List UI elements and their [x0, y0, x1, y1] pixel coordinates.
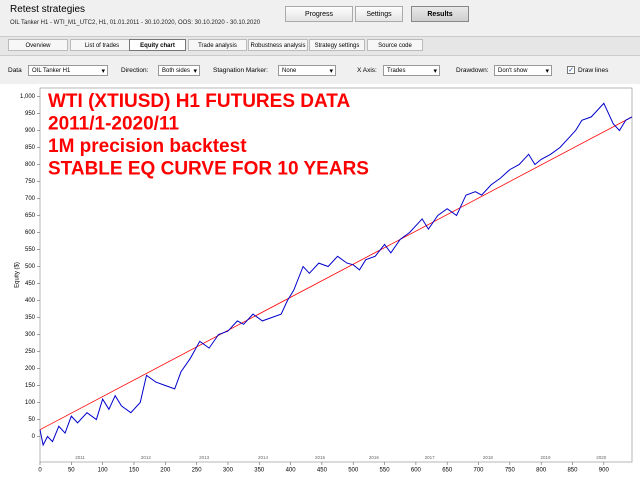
control-label: X Axis:: [357, 67, 377, 74]
annotation: STABLE EQ CURVE FOR 10 YEARS: [48, 159, 369, 180]
equity-line: [39, 102, 633, 447]
y-tick-label: 400: [25, 298, 36, 304]
x-tick-label: 900: [599, 468, 610, 474]
top-button[interactable]: Settings: [355, 6, 403, 22]
y-tick-label: 450: [25, 281, 36, 287]
x-tick-label: 200: [160, 468, 171, 474]
tab[interactable]: Robustness analysis: [248, 39, 308, 51]
top-button[interactable]: Progress: [285, 6, 353, 22]
tab[interactable]: Equity chart: [129, 39, 186, 51]
y-tick-label: 750: [25, 179, 36, 185]
x-tick-label: 700: [474, 468, 485, 474]
x-tick-label: 250: [192, 468, 203, 474]
x-tick-label: 0: [38, 468, 42, 474]
y-tick-label: 500: [25, 264, 36, 270]
x-tick-label: 850: [567, 468, 578, 474]
control-label: Data: [8, 67, 22, 74]
y-tick-label: 700: [25, 196, 36, 202]
annotation: WTI (XTIUSD) H1 FUTURES DATA: [48, 91, 350, 112]
dropdown[interactable]: Trades: [383, 65, 440, 77]
y-axis-label: Equity ($): [15, 262, 21, 288]
y-tick-label: 250: [25, 349, 36, 355]
x-tick-label: 350: [254, 468, 265, 474]
y-tick-label: 0: [32, 434, 36, 440]
x-tick-label: 100: [98, 468, 109, 474]
y-tick-label: 650: [25, 213, 36, 219]
x-tick-label: 750: [505, 468, 516, 474]
year-label: 2018: [483, 455, 494, 460]
x-tick-label: 600: [411, 468, 422, 474]
equity-chart: 0501001502002503003504004505005506006507…: [0, 84, 640, 480]
control-label: Direction:: [121, 67, 149, 74]
dropdown[interactable]: OIL Tanker H1: [28, 65, 108, 77]
y-tick-label: 100: [25, 400, 36, 406]
equity-line: [39, 116, 633, 431]
y-tick-label: 50: [28, 417, 35, 423]
y-tick-label: 600: [25, 230, 36, 236]
window-title: Retest strategies: [10, 4, 86, 15]
dropdown[interactable]: Don't show: [494, 65, 552, 77]
x-tick-label: 400: [286, 468, 297, 474]
y-tick-label: 300: [25, 332, 36, 338]
year-label: 2015: [315, 455, 326, 460]
year-label: 2013: [199, 455, 210, 460]
checkbox-label: Draw lines: [578, 67, 609, 74]
y-tick-label: 200: [25, 366, 36, 372]
y-tick-label: 950: [25, 111, 36, 117]
y-tick-label: 850: [25, 145, 36, 151]
y-tick-label: 1,000: [20, 94, 36, 100]
y-tick-label: 800: [25, 162, 36, 168]
draw-lines-checkbox[interactable]: ✓: [567, 66, 575, 74]
year-label: 2014: [258, 455, 269, 460]
tab[interactable]: Overview: [8, 39, 68, 51]
year-label: 2020: [596, 455, 607, 460]
year-label: 2017: [425, 455, 436, 460]
y-tick-label: 150: [25, 383, 36, 389]
x-tick-label: 450: [317, 468, 328, 474]
y-tick-label: 350: [25, 315, 36, 321]
plot-area: [39, 87, 633, 463]
control-label: Drawdown:: [456, 67, 489, 74]
x-tick-label: 500: [348, 468, 359, 474]
dropdown[interactable]: None: [278, 65, 336, 77]
year-label: 2016: [369, 455, 380, 460]
year-label: 2012: [141, 455, 152, 460]
control-label: Stagnation Marker:: [213, 67, 268, 74]
top-button[interactable]: Results: [411, 6, 469, 22]
x-tick-label: 300: [223, 468, 234, 474]
tab[interactable]: List of trades: [70, 39, 134, 51]
window-subtitle: OIL Tanker H1 - WTI_M1_UTC2, H1, 01.01.2…: [10, 20, 261, 26]
x-tick-label: 50: [68, 468, 75, 474]
x-tick-label: 150: [129, 468, 140, 474]
tab[interactable]: Trade analysis: [188, 39, 247, 51]
y-tick-label: 550: [25, 247, 36, 253]
year-label: 2019: [541, 455, 552, 460]
dropdown[interactable]: Both sides: [158, 65, 200, 77]
tab[interactable]: Strategy settings: [309, 39, 365, 51]
tab[interactable]: Source code: [367, 39, 423, 51]
x-tick-label: 650: [442, 468, 453, 474]
annotation: 1M precision backtest: [48, 136, 247, 157]
y-tick-label: 900: [25, 128, 36, 134]
annotation: 2011/1-2020/11: [48, 114, 179, 135]
x-tick-label: 800: [536, 468, 547, 474]
x-tick-label: 550: [380, 468, 391, 474]
year-label: 2011: [75, 455, 85, 460]
